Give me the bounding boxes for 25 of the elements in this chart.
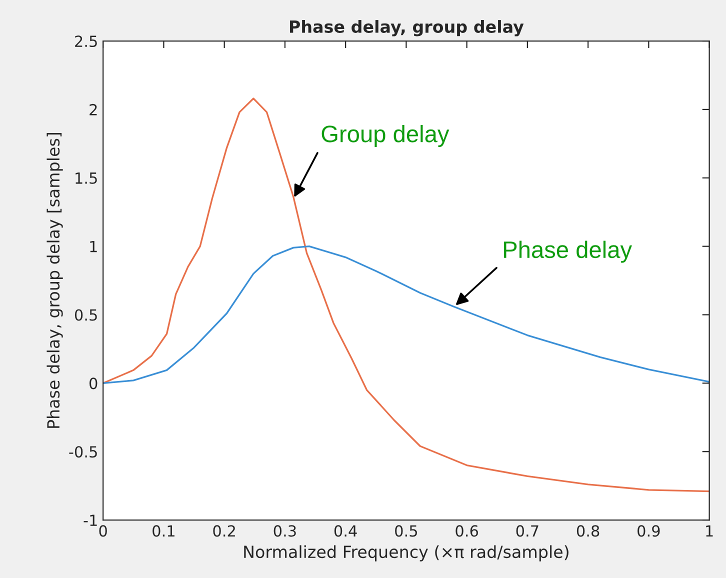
y-tick-label: 1: [90, 240, 97, 252]
y-tick-label: -0.5: [69, 446, 97, 458]
x-tick-label: 0: [99, 525, 107, 537]
x-tick-label: 0.3: [274, 525, 296, 537]
x-tick-label: 0.5: [395, 525, 418, 537]
x-tick-label: 0.8: [576, 525, 600, 537]
y-tick-label: 0: [90, 378, 98, 390]
x-tick-label: 1: [706, 525, 713, 536]
annotation: Group delay: [322, 125, 450, 148]
annotation: Phase delay: [504, 240, 632, 263]
y-tick-label: 2.5: [75, 36, 97, 48]
x-tick-label: 0.6: [456, 525, 478, 537]
y-tick-label: 2: [90, 104, 97, 116]
x-tick-label: 0.2: [213, 525, 235, 537]
x-tick-label: 0.9: [638, 525, 660, 537]
x-tick-label: 0.7: [516, 525, 538, 537]
y-tick-label: -1: [84, 514, 97, 526]
x-axis-title: Normalized Frequency (×π rad/sample): [244, 545, 568, 562]
chart-title: Phase delay, group delay: [290, 20, 524, 36]
y-tick-label: 1.5: [76, 172, 97, 184]
y-tick-label: 0.5: [74, 309, 97, 321]
x-tick-label: 0.4: [334, 525, 357, 537]
y-axis-title: Phase delay, group delay [samples]: [46, 132, 63, 428]
line-series: [103, 98, 710, 492]
x-tick-label: 0.1: [152, 525, 174, 537]
